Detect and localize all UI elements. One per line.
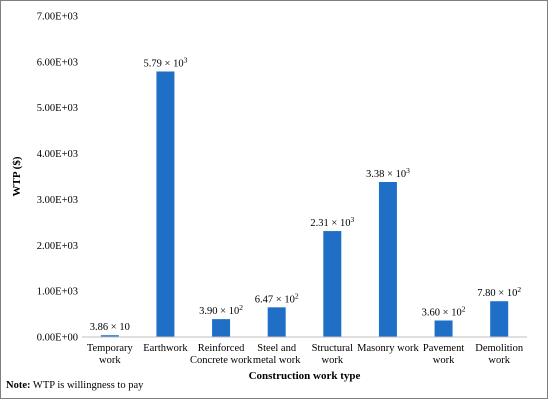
data-label: 7.80 × 102 <box>477 285 521 299</box>
footnote: Note: WTP is willingness to pay <box>6 380 143 391</box>
x-tick-label: work <box>99 355 121 366</box>
y-tick-label: 2.00E+03 <box>37 241 78 252</box>
data-label: 3.38 × 103 <box>366 166 410 180</box>
x-tick-label: work <box>322 355 344 366</box>
y-tick-label: 0.00E+00 <box>37 333 78 344</box>
data-label: 3.90 × 102 <box>199 303 243 317</box>
bar <box>378 182 397 337</box>
bar <box>156 71 175 337</box>
y-tick-label: 5.00E+03 <box>37 103 78 114</box>
x-tick-label: Structural <box>312 343 353 354</box>
y-tick-label: 3.00E+03 <box>37 195 78 206</box>
bar <box>100 335 119 337</box>
x-tick-label: Concrete work <box>190 355 253 366</box>
data-label: 2.31 × 103 <box>310 215 354 229</box>
x-tick-label: Steel and <box>257 343 297 354</box>
y-tick-label: 7.00E+03 <box>37 12 78 23</box>
y-tick-label: 6.00E+03 <box>37 57 78 68</box>
x-tick-label: Reinforced <box>198 343 245 354</box>
x-tick-label: Temporary <box>87 343 134 354</box>
x-tick-label: metal work <box>253 355 301 366</box>
bar <box>267 307 286 337</box>
bar <box>434 320 453 337</box>
data-label: 5.79 × 103 <box>144 55 188 69</box>
y-tick-label: 4.00E+03 <box>37 149 78 160</box>
y-axis-title: WTP ($) <box>11 156 23 196</box>
x-tick-label: Pavement <box>423 343 464 354</box>
data-label: 3.86 × 10 <box>90 322 130 333</box>
note-label: Note: <box>6 380 31 391</box>
x-tick-label: Demolition <box>475 343 524 354</box>
data-label: 6.47 × 102 <box>255 291 299 305</box>
y-axis-ticks: 0.00E+00 1.00E+03 2.00E+03 3.00E+03 4.00E+03… <box>37 12 78 344</box>
bar <box>212 319 231 337</box>
bars <box>100 71 509 337</box>
note-text: WTP is willingness to pay <box>30 380 144 391</box>
x-tick-label: Masonry work <box>357 343 419 354</box>
bar <box>490 301 509 337</box>
y-tick-label: 1.00E+03 <box>37 287 78 298</box>
x-tick-label: work <box>488 355 510 366</box>
x-axis-title: Construction work type <box>249 370 361 382</box>
data-labels: 3.86 × 10 5.79 × 103 3.90 × 102 6.47 × 102 2… <box>90 55 522 333</box>
bar <box>323 231 342 337</box>
x-tick-label: work <box>433 355 455 366</box>
data-label: 3.60 × 102 <box>422 304 466 318</box>
x-tick-label: Earthwork <box>143 343 188 354</box>
